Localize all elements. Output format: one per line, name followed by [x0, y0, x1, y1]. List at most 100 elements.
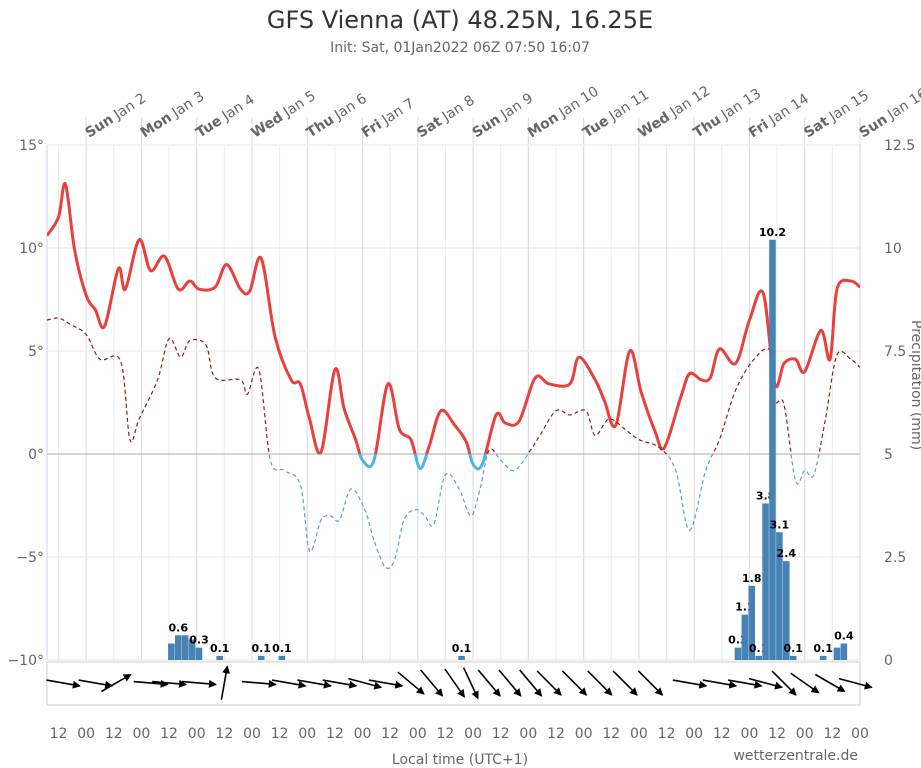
day-date: Jan 15 [826, 88, 872, 126]
x-tick-label: 12 [160, 726, 178, 742]
x-tick-label: 12 [768, 726, 786, 742]
wind-arrow [727, 679, 763, 689]
x-tick-label: 12 [50, 726, 68, 742]
wind-arrow [536, 670, 562, 696]
chart-subtitle: Init: Sat, 01Jan2022 06Z 07:50 16:07 [330, 40, 590, 56]
x-tick-label: 00 [133, 726, 151, 742]
day-date: Jan 6 [331, 91, 370, 124]
day-weekday: Mon [525, 110, 562, 142]
precip-bar [789, 655, 797, 660]
precip-label: 0.1 [783, 642, 803, 655]
x-tick-label: 00 [354, 726, 372, 742]
day-weekday: Sat [414, 113, 445, 141]
precip-bar [174, 635, 182, 660]
precip-label: 2.4 [777, 547, 797, 560]
wind-arrow [182, 679, 217, 688]
wind-arrow [612, 670, 638, 696]
wind-arrow [322, 679, 358, 689]
day-weekday: Tue [580, 113, 612, 141]
day-date: Jan 8 [439, 92, 478, 125]
day-weekday: Thu [304, 112, 337, 141]
wind-arrow [133, 679, 169, 688]
precip-label: 3.1 [770, 518, 790, 531]
wind-arrow [672, 679, 708, 689]
precip-bar [840, 643, 848, 660]
precip-label: 0.1 [813, 642, 833, 655]
precip-label: 10.2 [759, 226, 786, 239]
x-tick-label: 12 [215, 726, 233, 742]
wind-arrow [519, 669, 543, 697]
precip-label: 0.1 [251, 642, 271, 655]
x-tick-label: 00 [630, 726, 648, 742]
wind-arrow [498, 669, 522, 697]
wind-arrow [748, 677, 783, 690]
y-tick-label: −10° [7, 653, 44, 669]
precip-bar [748, 585, 756, 660]
x-tick-label: 00 [575, 726, 593, 742]
precip-label: 0.1 [272, 642, 292, 655]
x-tick-label: 00 [685, 726, 703, 742]
day-label: SatJan 8 [414, 92, 477, 141]
wind-arrow [368, 679, 404, 689]
wind-arrow [561, 670, 588, 696]
day-date: Jan 13 [718, 86, 764, 124]
precip-bar [168, 643, 175, 660]
y-tick-label: 15° [19, 138, 44, 154]
x-tick-label: 00 [77, 726, 95, 742]
wind-arrow [814, 673, 846, 693]
precip-bar [188, 639, 196, 660]
x-tick-label: 12 [547, 726, 565, 742]
precip-bar [819, 655, 827, 660]
y2-tick-label: 5 [884, 447, 893, 463]
x-tick-label: 00 [188, 726, 206, 742]
day-date: Jan 10 [555, 84, 601, 122]
day-date: Jan 11 [606, 87, 652, 125]
y-tick-label: −5° [16, 550, 44, 566]
wind-arrow [241, 679, 277, 688]
y-tick-label: 10° [19, 241, 44, 257]
day-date: Jan 12 [667, 83, 713, 121]
precip-label: 1.8 [742, 572, 762, 585]
day-weekday: Sat [801, 113, 832, 141]
day-weekday: Thu [691, 112, 724, 141]
x-tick-label: 00 [464, 726, 482, 742]
precip-bar [783, 561, 790, 660]
day-date: Jan 5 [280, 88, 319, 121]
wind-arrow [78, 679, 114, 689]
y2-tick-label: 2.5 [884, 550, 906, 566]
x-tick-label: 00 [298, 726, 316, 742]
day-weekday: Mon [138, 110, 175, 142]
wind-arrow [420, 669, 444, 697]
day-weekday: Wed [635, 109, 673, 141]
wind-arrow [838, 677, 873, 690]
x-tick-label: 00 [796, 726, 814, 742]
precip-bar [769, 239, 776, 660]
x-tick-label: 00 [409, 726, 427, 742]
y2-tick-label: 12.5 [884, 138, 915, 154]
line-series [268, 454, 820, 570]
day-weekday: Tue [193, 113, 225, 141]
x-tick-label: 00 [741, 726, 759, 742]
chart-title: GFS Vienna (AT) 48.25N, 16.25E [267, 6, 653, 34]
wind-arrow [348, 677, 383, 690]
day-label: SunJan 9 [470, 90, 537, 141]
wind-arrow [152, 679, 187, 688]
precip-label: 0.4 [834, 630, 854, 643]
day-weekday: Sun [83, 112, 117, 142]
x-tick-label: 00 [851, 726, 869, 742]
x-tick-label: 00 [519, 726, 537, 742]
day-label: SunJan 2 [83, 90, 150, 141]
x-tick-label: 12 [271, 726, 289, 742]
precip-bar [216, 655, 224, 660]
line-series [47, 317, 860, 454]
wind-arrow [397, 671, 425, 695]
precip-bar [833, 647, 841, 660]
wind-arrow [271, 679, 307, 689]
wind-arrow [46, 679, 81, 689]
wind-arrow [462, 667, 479, 700]
precip-label: 0.3 [189, 634, 209, 647]
x-axis-title: Local time (UTC+1) [392, 752, 528, 768]
precip-bar [755, 655, 762, 660]
